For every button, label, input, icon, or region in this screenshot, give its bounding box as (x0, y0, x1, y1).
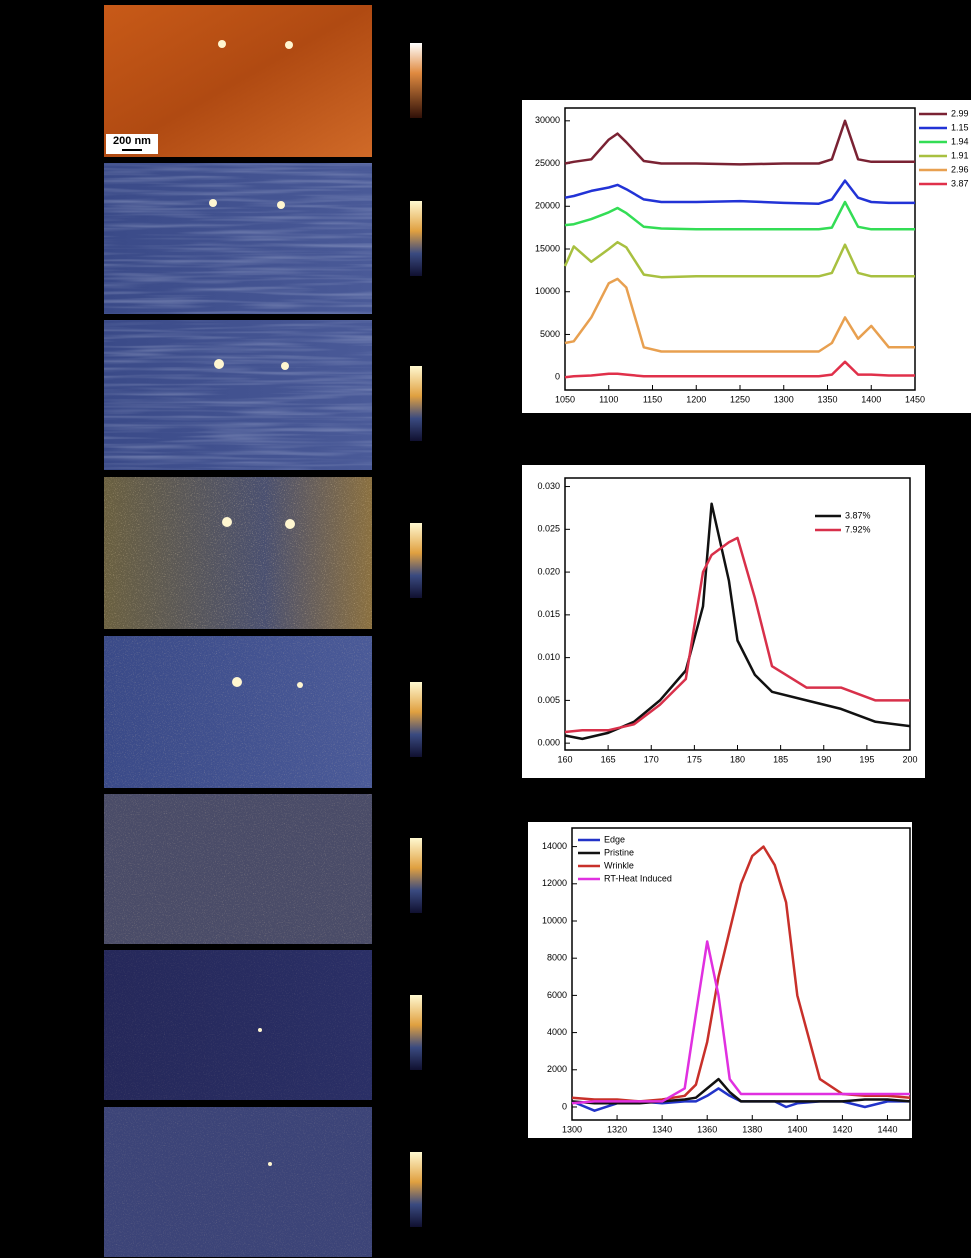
line-series (571, 940, 910, 1105)
legend-label: 1.94 (951, 136, 969, 146)
x-tick-label: 1420 (832, 1124, 852, 1134)
legend-label: 7.92% (845, 524, 871, 534)
legend-label: 2.99 (951, 108, 969, 118)
legend-label: RT-Heat Induced (604, 873, 672, 883)
y-tick-label: 12000 (542, 878, 567, 888)
map-texture (104, 477, 372, 629)
plot-frame (571, 827, 911, 1121)
y-tick-label: 8000 (547, 953, 567, 963)
x-tick-label: 1250 (730, 394, 750, 404)
legend-label: 2.96 (951, 164, 969, 174)
x-tick-label: 1400 (861, 394, 881, 404)
y-tick-label: 10000 (542, 915, 567, 925)
y-tick-label: 0.020 (537, 566, 560, 576)
line-series (564, 119, 915, 166)
y-tick-label: 0.000 (537, 738, 560, 748)
map-texture (104, 636, 372, 788)
y-tick-label: 4000 (547, 1027, 567, 1037)
x-tick-label: 195 (859, 754, 874, 764)
chart: 0.000 0.005 0.010 0.015 0.020 0.025 0.030 160 16… (522, 465, 925, 778)
x-tick-label: 200 (902, 754, 917, 764)
colorbars (410, 43, 422, 1227)
x-tick-label: 165 (601, 754, 616, 764)
x-tick-label: 1150 (643, 394, 662, 404)
y-tick-label: 0.025 (537, 524, 560, 534)
y-tick-label: 6000 (547, 990, 567, 1000)
x-tick-label: 180 (730, 754, 745, 764)
y-tick-label: 30000 (535, 115, 560, 125)
legend-label: Edge (604, 834, 625, 844)
map-texture (104, 1107, 372, 1257)
x-tick-label: 1360 (697, 1124, 717, 1134)
map-texture (104, 794, 372, 944)
chart: 0 5000 10000 15000 20000 25000 30000 1050 1100 11… (522, 100, 971, 413)
legend-label: 1.15 (951, 122, 969, 132)
y-tick-label: 0.005 (537, 695, 560, 705)
line-series (564, 277, 915, 353)
chart: 0 2000 4000 6000 8000 10000 12000 14000 1300 1320… (528, 822, 912, 1138)
chart-background (528, 822, 912, 1138)
y-tick-label: 0.010 (537, 652, 560, 662)
x-tick-label: 190 (816, 754, 831, 764)
x-tick-label: 1050 (555, 394, 575, 404)
x-tick-label: 175 (687, 754, 702, 764)
y-tick-label: 0.030 (537, 481, 560, 491)
x-tick-label: 185 (773, 754, 788, 764)
y-tick-label: 15000 (535, 243, 560, 253)
afm-image (104, 5, 372, 157)
x-tick-label: 1450 (905, 394, 925, 404)
scale-bar-box (106, 134, 158, 154)
x-tick-label: 1200 (686, 394, 706, 404)
line-series (564, 200, 915, 231)
line-series (564, 536, 910, 734)
x-tick-label: 1380 (742, 1124, 762, 1134)
map-texture (104, 163, 372, 314)
x-tick-label: 1300 (774, 394, 794, 404)
y-tick-label: 0.015 (537, 609, 560, 619)
y-tick-label: 0 (555, 372, 560, 382)
line-series (563, 240, 915, 279)
x-tick-label: 1400 (787, 1124, 807, 1134)
legend-label: 3.87% (845, 510, 871, 520)
line-series (571, 1077, 911, 1105)
legend-label: Pristine (604, 847, 634, 857)
map-texture (104, 950, 372, 1100)
y-tick-label: 10000 (535, 286, 560, 296)
y-tick-label: 20000 (535, 201, 560, 211)
x-tick-label: 170 (644, 754, 659, 764)
x-tick-label: 1100 (599, 394, 618, 404)
features (209, 40, 303, 1166)
image-column: 200 nm (104, 5, 422, 1257)
y-tick-label: 14000 (542, 841, 567, 851)
chart-background (522, 465, 925, 778)
legend-label: 3.87 (951, 178, 969, 188)
map-texture (104, 320, 372, 470)
x-tick-label: 160 (557, 754, 572, 764)
x-tick-label: 1350 (817, 394, 837, 404)
y-tick-label: 5000 (540, 329, 560, 339)
y-tick-label: 25000 (535, 158, 560, 168)
y-tick-label: 2000 (547, 1064, 567, 1074)
legend-label: Wrinkle (604, 860, 634, 870)
x-tick-label: 1300 (562, 1124, 582, 1134)
chart-background (522, 100, 971, 413)
x-tick-label: 1440 (877, 1124, 897, 1134)
scale-bar-label: 200 nm (113, 135, 151, 147)
line-series (564, 360, 915, 379)
x-tick-label: 1320 (607, 1124, 627, 1134)
y-tick-label: 0 (562, 1101, 567, 1111)
x-tick-label: 1340 (652, 1124, 672, 1134)
legend-label: 1.91 (951, 150, 969, 160)
line-series (564, 179, 915, 205)
